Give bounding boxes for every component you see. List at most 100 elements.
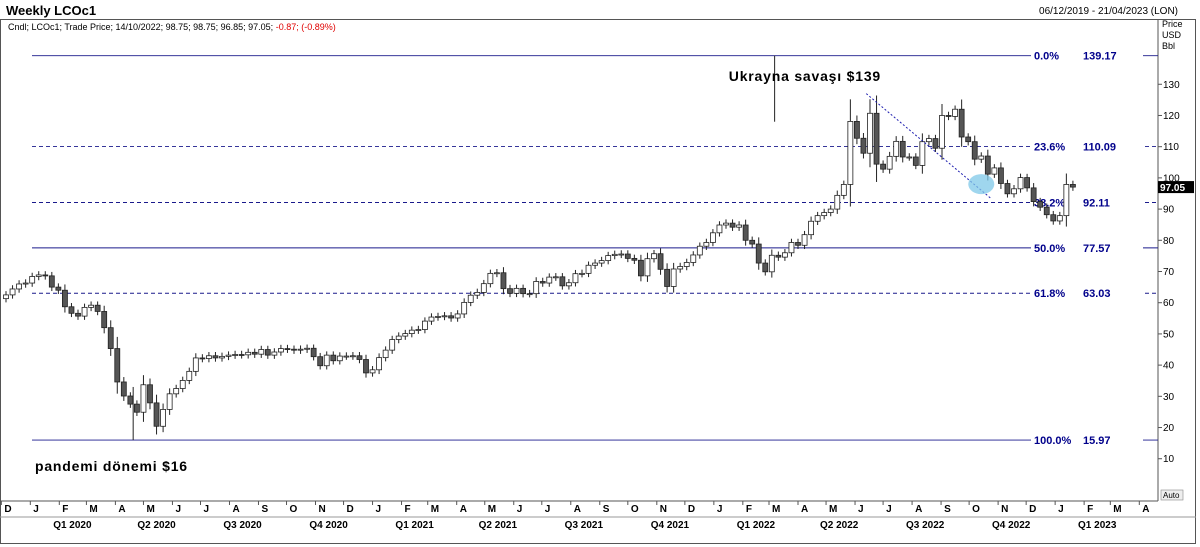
quarter-tick-label: Q2 2020	[137, 520, 176, 531]
candle-body	[291, 348, 297, 351]
quarter-tick-label: Q3 2022	[906, 520, 945, 531]
month-tick-label: D	[347, 504, 354, 515]
chart-frame	[0, 19, 1196, 544]
chart-annotation: pandemi dönemi $16	[35, 458, 188, 474]
candle-body	[251, 351, 258, 355]
candle-body	[716, 224, 723, 234]
candle-body	[415, 329, 422, 331]
current-price-marker	[1158, 181, 1194, 194]
candle-body	[173, 388, 180, 395]
candle-body	[317, 356, 324, 367]
candle-body	[821, 212, 828, 217]
candle-info-line: Cndl; LCOc1; Trade Price; 14/10/2022; 98…	[8, 22, 336, 32]
candle-body	[62, 289, 68, 308]
month-tick-label: M	[89, 504, 97, 515]
quarter-tick-label: Q4 2020	[309, 520, 348, 531]
candle-body	[225, 354, 232, 357]
candle-body	[441, 315, 448, 318]
fib-label-background	[1031, 241, 1143, 254]
candle-body	[1024, 177, 1030, 189]
candle-body	[343, 355, 350, 358]
candle-body	[304, 347, 310, 350]
fib-label-background	[1031, 434, 1143, 447]
candle-body	[1037, 201, 1044, 208]
y-tick-label: 100	[1163, 173, 1180, 184]
candle-body	[500, 272, 507, 290]
month-tick-label: F	[62, 504, 68, 515]
candle-body	[323, 354, 330, 367]
month-tick-label: J	[376, 504, 382, 515]
candle-body	[147, 384, 153, 404]
fib-level-percent: 23.6%	[1034, 141, 1065, 153]
month-tick-label: M	[431, 504, 439, 515]
candle-body	[42, 274, 49, 277]
quarter-tick-label: Q1 2021	[395, 520, 434, 531]
candle-body	[68, 306, 75, 314]
candle-body	[199, 357, 206, 360]
candle-body	[631, 257, 638, 261]
candle-body	[520, 287, 526, 295]
candle-body	[788, 242, 795, 254]
candle-body	[624, 253, 631, 259]
candle-body	[984, 155, 991, 175]
candle-body	[153, 402, 160, 427]
candle-body	[395, 335, 402, 340]
month-tick-label: O	[631, 504, 639, 515]
candle-body	[140, 384, 147, 413]
month-tick-label: J	[717, 504, 723, 515]
candle-body	[1063, 184, 1070, 217]
month-tick-label: A	[801, 504, 808, 515]
candle-body	[945, 115, 952, 117]
month-tick-label: F	[1087, 504, 1093, 515]
candle-body	[1017, 177, 1024, 190]
quarter-tick-label: Q2 2021	[479, 520, 518, 531]
candle-body	[703, 242, 710, 247]
price-axis-header-unit: Bbl	[1162, 41, 1176, 51]
candle-body	[566, 282, 572, 287]
month-tick-label: A	[460, 504, 467, 515]
candle-body	[467, 294, 474, 303]
candle-body	[1070, 184, 1076, 188]
quarter-tick-label: Q3 2020	[223, 520, 262, 531]
candle-body	[749, 239, 756, 245]
candle-body	[611, 253, 618, 256]
quarter-tick-label: Q1 2020	[53, 520, 92, 531]
candle-body	[94, 304, 101, 312]
candle-info-change: -0.87; (-0.89%)	[275, 22, 336, 32]
candle-body	[886, 155, 893, 170]
auto-scale-button	[1160, 489, 1184, 501]
candle-body	[507, 288, 513, 294]
candle-body	[873, 112, 880, 165]
candle-body	[461, 301, 468, 315]
fib-level-percent: 61.8%	[1034, 288, 1065, 300]
candle-body	[670, 268, 677, 287]
candle-body	[1004, 183, 1011, 195]
candle-body	[330, 354, 337, 362]
candle-body	[847, 121, 854, 185]
month-tick-label: F	[405, 504, 411, 515]
candle-body	[238, 354, 245, 356]
candle-body	[991, 167, 998, 175]
candle-body	[906, 156, 913, 159]
candle-body	[808, 220, 814, 236]
fib-level-percent: 50.0%	[1034, 243, 1065, 255]
month-tick-label: J	[175, 504, 181, 515]
fib-label-background	[1031, 287, 1143, 300]
candle-body	[363, 359, 369, 374]
candle-body	[579, 272, 585, 275]
quarter-tick-label: Q2 2022	[820, 520, 859, 531]
fib-level-price: 77.57	[1083, 243, 1111, 255]
candle-body	[657, 253, 664, 270]
y-tick-label: 30	[1163, 392, 1175, 403]
candle-body	[926, 138, 932, 143]
candle-body	[782, 252, 788, 258]
candle-body	[186, 370, 193, 381]
month-tick-label: M	[772, 504, 780, 515]
candle-body	[336, 355, 343, 362]
candle-body	[768, 254, 775, 273]
candle-body	[559, 276, 566, 287]
candle-body	[114, 348, 121, 383]
month-tick-label: D	[1029, 504, 1036, 515]
candle-body	[978, 155, 985, 160]
